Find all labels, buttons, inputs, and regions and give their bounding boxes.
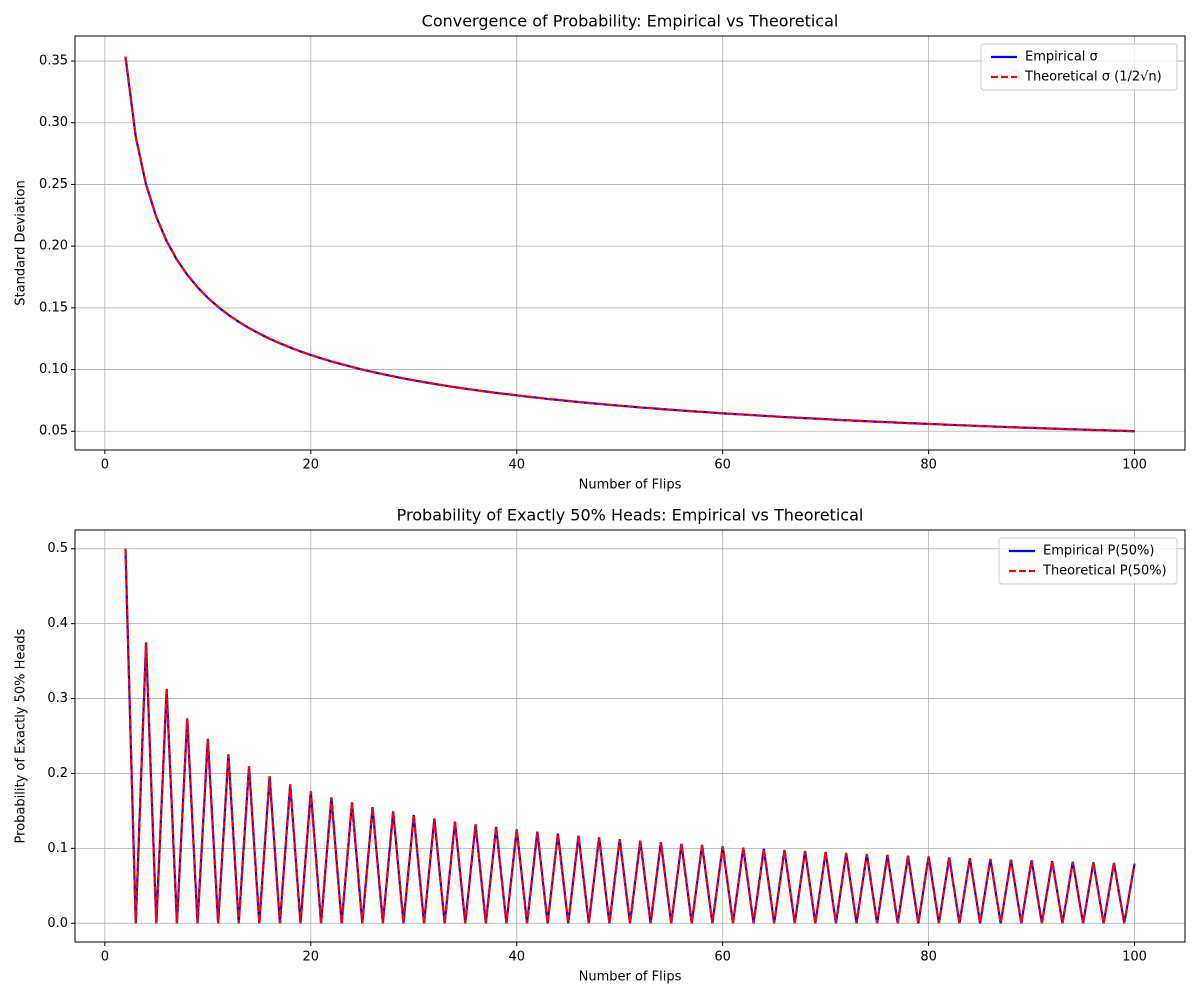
y-tick-label: 0.4 <box>47 616 68 631</box>
legend-label: Theoretical σ (1/2√n) <box>1024 70 1162 85</box>
series-line <box>124 56 1135 433</box>
x-tick-label: 40 <box>508 458 525 473</box>
y-tick-label: 0.20 <box>39 239 68 254</box>
y-tick-label: 0.25 <box>39 177 68 192</box>
series-line <box>124 56 1135 433</box>
y-tick-label: 0.30 <box>39 115 68 130</box>
legend-box <box>998 537 1178 585</box>
x-tick-label: 0 <box>101 950 109 965</box>
plot-frame <box>74 529 1186 943</box>
legend-box <box>980 43 1178 91</box>
x-tick-label: 40 <box>508 950 525 965</box>
y-tick-label: 0.5 <box>47 541 68 556</box>
y-tick-label: 0.15 <box>39 300 68 315</box>
x-axis-label: Number of Flips <box>579 478 682 493</box>
x-axis-label: Number of Flips <box>579 970 682 985</box>
y-axis-label: Probability of Exactly 50% Heads <box>14 628 29 843</box>
x-tick-label: 20 <box>303 950 320 965</box>
y-tick-label: 0.35 <box>39 54 68 69</box>
x-tick-label: 80 <box>920 458 937 473</box>
y-tick-label: 0.05 <box>39 424 68 439</box>
legend-label: Empirical σ <box>1025 50 1098 65</box>
x-tick-label: 20 <box>303 458 320 473</box>
x-tick-label: 100 <box>1122 458 1147 473</box>
y-axis-label: Standard Deviation <box>14 180 29 305</box>
legend-label: Empirical P(50%) <box>1043 544 1154 559</box>
plot-frame <box>74 35 1186 451</box>
chart-title: Convergence of Probability: Empirical vs… <box>422 12 839 31</box>
chart-title: Probability of Exactly 50% Heads: Empiri… <box>397 506 864 525</box>
y-tick-label: 0.2 <box>47 766 68 781</box>
x-tick-label: 0 <box>101 458 109 473</box>
x-tick-label: 100 <box>1122 950 1147 965</box>
y-tick-label: 0.1 <box>47 841 68 856</box>
y-tick-label: 0.0 <box>47 916 68 931</box>
series-line <box>124 548 1136 924</box>
y-tick-label: 0.3 <box>47 691 68 706</box>
x-tick-label: 80 <box>920 950 937 965</box>
legend-label: Theoretical P(50%) <box>1042 564 1167 579</box>
x-tick-label: 60 <box>714 458 731 473</box>
x-tick-label: 60 <box>714 950 731 965</box>
y-tick-label: 0.10 <box>39 362 68 377</box>
